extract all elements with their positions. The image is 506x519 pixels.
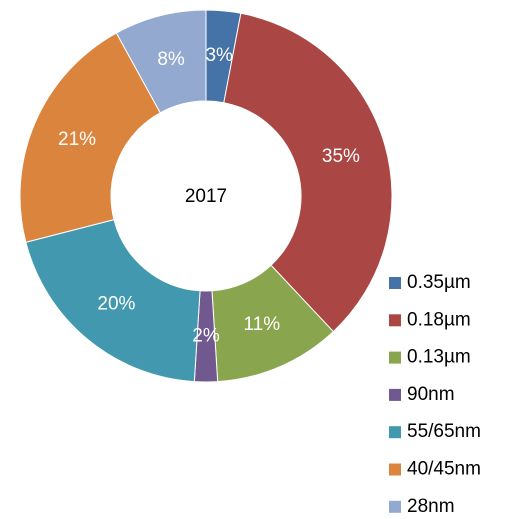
legend-label: 40/45nm: [407, 459, 481, 480]
legend-swatch: [389, 314, 401, 327]
data-label: 20%: [97, 293, 135, 314]
data-label: 11%: [243, 314, 280, 335]
legend-label: 28nm: [407, 496, 455, 517]
data-label: 8%: [157, 49, 185, 70]
data-label: 35%: [322, 146, 360, 167]
legend-label: 0.35µm: [407, 272, 471, 293]
donut-segment: [223, 12, 393, 333]
center-label: 2017: [185, 186, 227, 207]
legend-swatch: [389, 463, 401, 476]
data-label: 21%: [58, 129, 96, 150]
data-label: 2%: [192, 326, 220, 347]
donut-segment: [25, 219, 201, 383]
legend-swatch: [389, 426, 401, 439]
legend-label: 90nm: [407, 384, 455, 405]
data-label: 3%: [205, 45, 233, 66]
legend-label: 0.13µm: [407, 347, 471, 368]
donut-segment: [19, 32, 161, 243]
donut-segment: [115, 9, 207, 114]
legend-swatch: [389, 277, 401, 289]
legend-swatch: [389, 388, 401, 401]
legend-swatch: [389, 500, 401, 513]
legend-swatch: [389, 351, 401, 364]
legend-label: 55/65nm: [407, 421, 481, 442]
legend-label: 0.18µm: [407, 309, 471, 330]
